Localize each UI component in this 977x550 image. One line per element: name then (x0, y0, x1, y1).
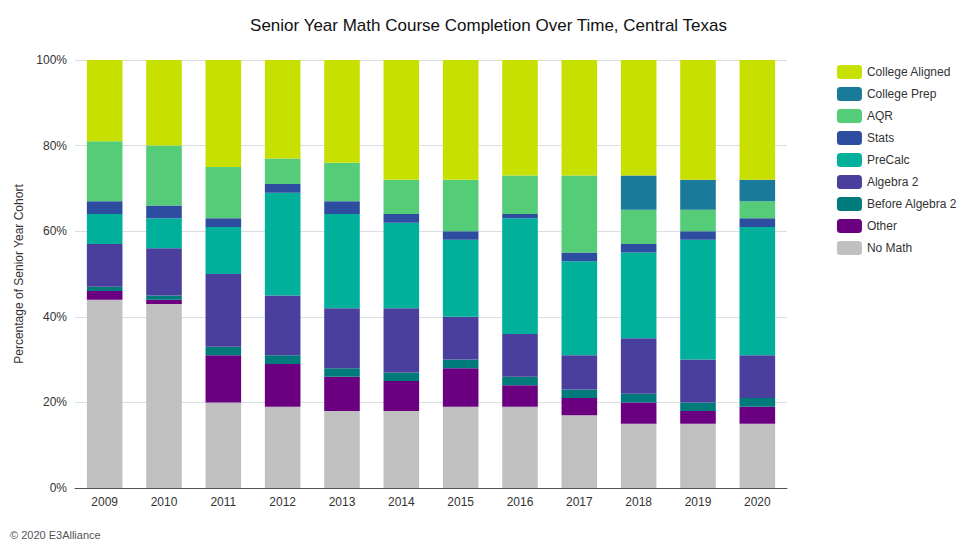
svg-text:Senior Year Math Course Comple: Senior Year Math Course Completion Over … (250, 16, 727, 35)
svg-text:2011: 2011 (210, 495, 236, 509)
svg-text:2019: 2019 (685, 495, 712, 509)
svg-text:No Math: No Math (867, 241, 912, 255)
svg-text:Stats: Stats (867, 131, 894, 145)
svg-text:© 2020 E3Alliance: © 2020 E3Alliance (10, 529, 101, 541)
svg-text:2017: 2017 (566, 495, 593, 509)
svg-text:Algebra 2: Algebra 2 (867, 175, 919, 189)
svg-text:20%: 20% (43, 395, 67, 409)
svg-text:Percentage of Senior Year Coho: Percentage of Senior Year Cohort (12, 184, 26, 364)
svg-text:College Prep: College Prep (867, 87, 937, 101)
svg-text:60%: 60% (43, 224, 67, 238)
svg-text:2010: 2010 (151, 495, 178, 509)
svg-text:40%: 40% (43, 310, 67, 324)
svg-text:0%: 0% (50, 481, 68, 495)
svg-text:80%: 80% (43, 139, 67, 153)
svg-text:2009: 2009 (91, 495, 118, 509)
svg-text:2018: 2018 (625, 495, 652, 509)
svg-text:2012: 2012 (269, 495, 296, 509)
svg-text:PreCalc: PreCalc (867, 153, 910, 167)
svg-text:Other: Other (867, 219, 897, 233)
svg-text:2014: 2014 (388, 495, 415, 509)
svg-text:2020: 2020 (744, 495, 771, 509)
svg-text:College Aligned: College Aligned (867, 65, 950, 79)
svg-text:100%: 100% (36, 53, 67, 67)
svg-text:2013: 2013 (329, 495, 356, 509)
svg-text:2015: 2015 (447, 495, 474, 509)
svg-text:Before Algebra 2: Before Algebra 2 (867, 197, 957, 211)
svg-text:AQR: AQR (867, 109, 893, 123)
svg-text:2016: 2016 (507, 495, 534, 509)
